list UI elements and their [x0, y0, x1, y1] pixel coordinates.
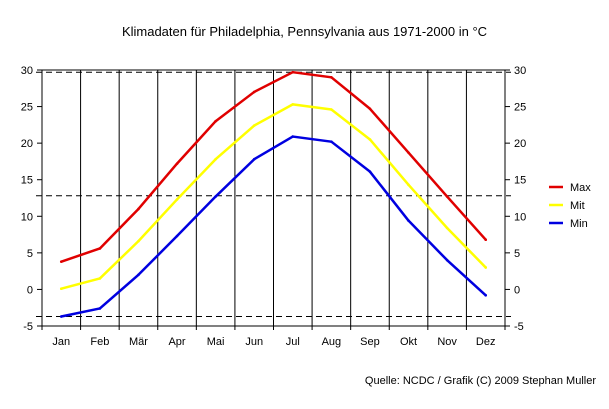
y-tick-label-right: 5 — [514, 248, 520, 260]
data-point-max — [98, 247, 102, 250]
data-point-mit — [445, 226, 449, 230]
x-tick-label: Aug — [322, 336, 342, 348]
data-point-min — [59, 315, 63, 318]
legend: Max Mit Min — [549, 182, 591, 230]
data-point-mit — [214, 157, 217, 161]
data-point-min — [291, 135, 295, 138]
data-point-max — [407, 151, 410, 154]
y-tick-label-right: 15 — [514, 175, 526, 187]
data-point-max — [214, 119, 217, 123]
data-point-min — [330, 140, 333, 143]
series-line-max — [60, 70, 487, 263]
data-point-mit — [252, 124, 256, 127]
y-tick-label-right: 10 — [514, 211, 526, 223]
y-tick-label-right: 0 — [514, 284, 520, 296]
y-tick-label-right: 20 — [514, 138, 526, 150]
y-tick-label-right: 25 — [514, 102, 526, 114]
data-point-max — [445, 195, 449, 198]
dashed-reference-lines — [36, 71, 511, 317]
x-tick-label: Dez — [476, 336, 496, 348]
x-tick-label: Jul — [286, 336, 300, 348]
data-point-max — [137, 207, 140, 211]
x-tick-label: Mai — [207, 336, 225, 348]
x-tick-label: Mär — [129, 336, 148, 348]
data-point-mit — [291, 103, 295, 106]
x-axis-ticks: Jan Feb Mär Apr Mai Jun Jul Aug Sep Okt Nov Dez — [41, 326, 506, 348]
data-point-min — [137, 273, 140, 277]
legend-label-max: Max — [570, 182, 591, 194]
data-point-min — [252, 157, 256, 161]
x-tick-label: Sep — [360, 336, 380, 348]
y-tick-label-left: 20 — [21, 138, 33, 150]
x-tick-label: Okt — [400, 336, 417, 348]
y-axis-ticks: 30 30 25 25 20 20 15 15 10 10 5 5 0 0 -5 -5 — [21, 65, 527, 333]
data-point-max — [291, 70, 295, 74]
data-point-mit — [175, 198, 179, 201]
y-tick-label-left: 25 — [21, 102, 33, 114]
y-tick-label-left: 0 — [27, 284, 33, 296]
data-point-max — [330, 76, 333, 79]
data-point-min — [214, 195, 217, 198]
series-line-min — [60, 135, 487, 318]
x-tick-label: Apr — [168, 336, 185, 348]
data-point-min — [175, 234, 179, 238]
x-tick-label: Jun — [245, 336, 263, 348]
y-tick-label-left: -5 — [23, 321, 33, 333]
series-line-mit — [60, 103, 487, 290]
data-point-max — [252, 90, 256, 94]
data-point-min — [98, 307, 102, 310]
data-point-mit — [98, 277, 102, 280]
series-lines — [59, 70, 488, 318]
data-point-min — [407, 219, 410, 222]
data-point-max — [484, 238, 488, 241]
data-point-max — [175, 162, 179, 165]
data-point-max — [368, 107, 372, 111]
legend-label-min: Min — [570, 218, 588, 230]
data-point-min — [445, 258, 449, 262]
data-point-mit — [407, 183, 410, 187]
data-point-mit — [137, 239, 140, 243]
x-tick-label: Feb — [90, 336, 109, 348]
y-tick-label-left: 10 — [21, 211, 33, 223]
y-tick-label-left: 15 — [21, 175, 33, 187]
data-point-mit — [484, 266, 488, 269]
data-point-min — [484, 293, 488, 297]
y-tick-label-right: -5 — [514, 321, 524, 333]
x-tick-label: Nov — [437, 336, 457, 348]
legend-label-mit: Mit — [570, 200, 585, 212]
y-tick-label-right: 30 — [514, 65, 526, 77]
plot-area: 30 30 25 25 20 20 15 15 10 10 5 5 0 0 -5 -5 Jan Feb Mär Ap… — [21, 65, 527, 348]
y-tick-label-left: 5 — [27, 248, 33, 260]
y-tick-label-left: 30 — [21, 65, 33, 77]
data-point-mit — [330, 108, 333, 111]
chart-title: Klimadaten für Philadelphia, Pennsylvani… — [122, 24, 487, 39]
source-credit: Quelle: NCDC / Grafik (C) 2009 Stephan M… — [365, 375, 596, 387]
data-point-mit — [368, 138, 372, 141]
data-point-max — [59, 260, 63, 263]
data-point-min — [368, 170, 372, 173]
data-point-mit — [59, 287, 63, 290]
x-tick-label: Jan — [52, 336, 70, 348]
